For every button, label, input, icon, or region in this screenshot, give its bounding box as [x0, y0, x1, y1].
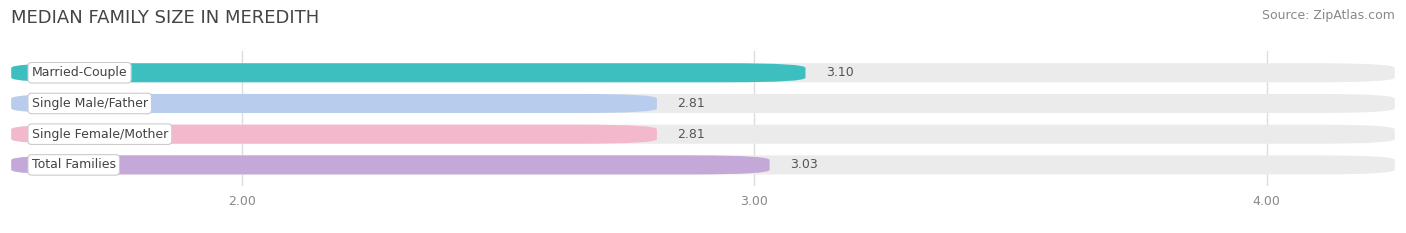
FancyBboxPatch shape [11, 63, 806, 82]
Text: 3.03: 3.03 [790, 158, 818, 171]
Text: Single Male/Father: Single Male/Father [32, 97, 148, 110]
FancyBboxPatch shape [11, 94, 1395, 113]
Text: Married-Couple: Married-Couple [32, 66, 128, 79]
FancyBboxPatch shape [11, 125, 657, 144]
Text: 2.81: 2.81 [678, 128, 706, 141]
FancyBboxPatch shape [11, 63, 1395, 82]
FancyBboxPatch shape [11, 94, 657, 113]
FancyBboxPatch shape [11, 155, 769, 175]
Text: Total Families: Total Families [32, 158, 115, 171]
Text: Source: ZipAtlas.com: Source: ZipAtlas.com [1261, 9, 1395, 22]
Text: 3.10: 3.10 [825, 66, 853, 79]
Text: 2.81: 2.81 [678, 97, 706, 110]
Text: Single Female/Mother: Single Female/Mother [32, 128, 167, 141]
Text: MEDIAN FAMILY SIZE IN MEREDITH: MEDIAN FAMILY SIZE IN MEREDITH [11, 9, 319, 27]
FancyBboxPatch shape [11, 125, 1395, 144]
FancyBboxPatch shape [11, 155, 1395, 175]
